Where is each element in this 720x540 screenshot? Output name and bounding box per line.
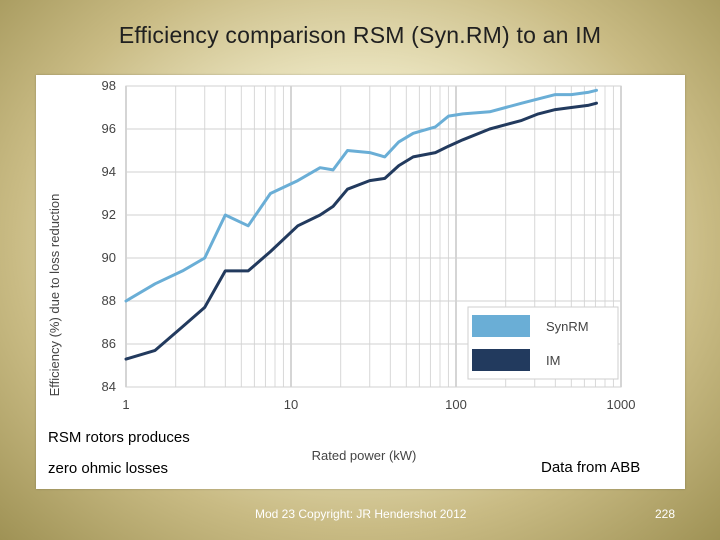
series-line-synrm <box>124 88 598 303</box>
x-tick-label: 1000 <box>607 397 636 412</box>
grid <box>125 85 622 388</box>
chart-frame: 84 86 88 90 92 94 96 98 1 10 100 1000 SynRM IM Effic… <box>36 75 685 489</box>
footer-copyright: Mod 23 Copyright: JR Hendershot 2012 <box>255 507 467 521</box>
y-tick-label: 94 <box>102 164 116 179</box>
source-note: Data from ABB <box>538 458 644 477</box>
series-lines <box>124 88 598 361</box>
y-tick-label: 88 <box>102 293 116 308</box>
legend: SynRM IM <box>467 306 619 380</box>
y-tick-label: 96 <box>102 121 116 136</box>
y-tick-label: 90 <box>102 250 116 265</box>
y-axis-label: Efficiency (%) due to loss reduction <box>47 194 62 397</box>
x-tick-label: 10 <box>284 397 298 412</box>
legend-label-synrm: SynRM <box>546 319 589 334</box>
y-tick-label: 84 <box>102 379 116 394</box>
y-tick-label: 98 <box>102 78 116 93</box>
legend-swatch-synrm <box>472 315 530 337</box>
x-axis-label: Rated power (kW) <box>312 448 417 463</box>
x-tick-label: 1 <box>122 397 129 412</box>
slide-title: Efficiency comparison RSM (Syn.RM) to an… <box>118 22 602 48</box>
y-tick-label: 86 <box>102 336 116 351</box>
caption-line-2: zero ohmic losses <box>45 459 172 478</box>
legend-swatch-im <box>472 349 530 371</box>
tick-labels: 84 86 88 90 92 94 96 98 1 10 100 1000 <box>102 78 636 412</box>
y-tick-label: 92 <box>102 207 116 222</box>
efficiency-chart: 84 86 88 90 92 94 96 98 1 10 100 1000 SynRM IM Effic… <box>47 78 636 463</box>
series-line-im <box>124 101 598 361</box>
caption-line-1: RSM rotors produces <box>45 428 193 447</box>
page-number: 228 <box>655 507 676 521</box>
x-tick-label: 100 <box>445 397 467 412</box>
legend-label-im: IM <box>546 353 560 368</box>
